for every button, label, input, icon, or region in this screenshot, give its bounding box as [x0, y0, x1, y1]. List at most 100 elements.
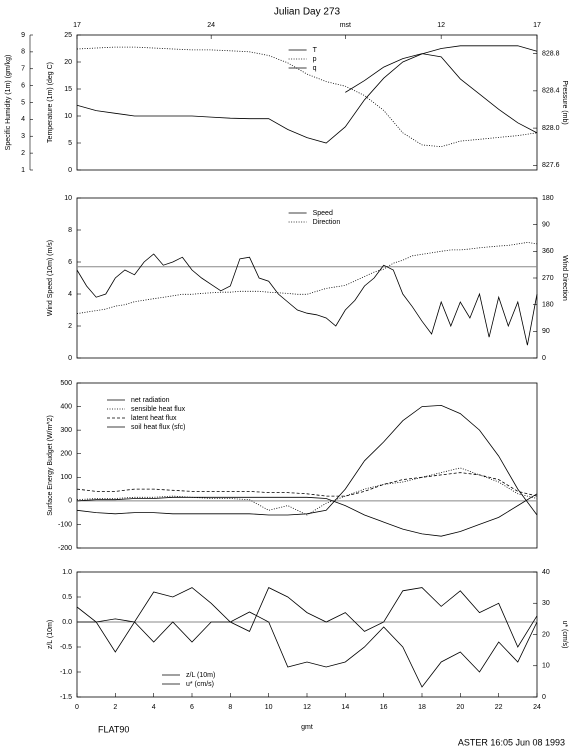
- annotation: FLAT90: [98, 724, 129, 734]
- y3-tick-label: 5: [21, 99, 25, 106]
- x-tick-label: 0: [75, 704, 79, 711]
- y3-tick-label: 3: [21, 133, 25, 140]
- y-tick-label: -1.0: [60, 669, 72, 676]
- chart-title: Julian Day 273: [274, 7, 341, 18]
- y-tick-label: 25: [64, 32, 72, 39]
- legend-label: Direction: [313, 219, 341, 226]
- legend-label: Speed: [313, 210, 333, 217]
- y2-axis-label: Wind Direction: [561, 255, 568, 301]
- y2-tick-label: 10: [542, 663, 550, 670]
- x-tick-label: 8: [228, 704, 232, 711]
- series-line: [345, 53, 538, 134]
- series-line: [77, 587, 538, 648]
- y-tick-label: 500: [60, 380, 72, 387]
- y-tick-label: 2: [68, 323, 72, 330]
- legend-label: T: [313, 47, 318, 54]
- y3-tick-label: 7: [21, 66, 25, 73]
- x2-tick-label: 17: [73, 22, 81, 29]
- y-tick-label: -200: [58, 545, 72, 552]
- y-tick-label: -1.5: [60, 694, 72, 701]
- y-tick-label: 10: [64, 113, 72, 120]
- x-tick-label: 12: [303, 704, 311, 711]
- legend-label: p: [313, 56, 317, 63]
- y2-tick-label: 828.4: [542, 88, 560, 95]
- y2-tick-label: 0: [542, 694, 546, 701]
- y-tick-label: 0: [68, 355, 72, 362]
- x-tick-label: 24: [533, 704, 541, 711]
- y-tick-label: 4: [68, 291, 72, 298]
- series-line: [76, 45, 538, 144]
- y-tick-label: 200: [60, 451, 72, 458]
- y-tick-label: 100: [60, 474, 72, 481]
- y3-tick-label: 1: [21, 167, 25, 174]
- y2-tick-label: 828.0: [542, 125, 560, 132]
- y2-tick-label: 30: [542, 600, 550, 607]
- x-tick-label: 6: [190, 704, 194, 711]
- legend-label: u* (cm/s): [186, 681, 214, 688]
- x2-tick-label: 12: [437, 22, 445, 29]
- annotation: ASTER 16:05 Jun 08 1993: [458, 737, 565, 747]
- legend-label: net radiation: [131, 397, 170, 404]
- y2-tick-label: 90: [542, 328, 550, 335]
- y-tick-label: 5: [68, 140, 72, 147]
- y-tick-label: 0: [68, 167, 72, 174]
- y-tick-label: 300: [60, 427, 72, 434]
- x-tick-label: 22: [495, 704, 503, 711]
- y2-tick-label: 40: [542, 569, 550, 576]
- y2-tick-label: 180: [542, 195, 554, 202]
- series-line: [76, 467, 538, 516]
- legend-label: z/L (10m): [186, 672, 215, 679]
- y2-tick-label: 180: [542, 302, 554, 309]
- x-tick-label: 16: [380, 704, 388, 711]
- y-tick-label: 400: [60, 403, 72, 410]
- series-line: [76, 46, 538, 148]
- y-tick-label: 0.0: [62, 619, 72, 626]
- x-axis-label: gmt: [301, 724, 313, 731]
- y-axis-label: Wind Speed (10m) (m/s): [47, 240, 54, 316]
- plot-frame: [76, 34, 538, 171]
- y2-tick-label: 20: [542, 631, 550, 638]
- x-tick-label: 4: [152, 704, 156, 711]
- x-tick-label: 14: [341, 704, 349, 711]
- y2-tick-label: 0: [542, 355, 546, 362]
- plot-frame: [76, 382, 538, 549]
- y2-tick-label: 270: [542, 275, 554, 282]
- y-axis-label: Surface Energy Budget (W/m^2): [47, 415, 54, 516]
- legend-label: soil heat flux (sfc): [131, 424, 185, 431]
- y-tick-label: -100: [58, 521, 72, 528]
- series-line: [76, 606, 538, 688]
- y2-tick-label: 360: [542, 248, 554, 255]
- y-tick-label: 8: [68, 227, 72, 234]
- y-tick-label: 0: [68, 498, 72, 505]
- x-tick-label: 10: [265, 704, 273, 711]
- y-tick-label: 15: [64, 86, 72, 93]
- y2-tick-label: 90: [542, 222, 550, 229]
- series-line: [76, 404, 538, 516]
- legend-label: latent heat flux: [131, 415, 177, 422]
- legend-label: q: [313, 65, 317, 72]
- y-tick-label: 10: [64, 195, 72, 202]
- y-tick-label: 1.0: [62, 569, 72, 576]
- y2-axis-label: Pressure (mb): [561, 80, 568, 124]
- series-line: [76, 241, 538, 314]
- x-tick-label: 20: [456, 704, 464, 711]
- y-tick-label: -0.5: [60, 644, 72, 651]
- y3-tick-label: 2: [21, 150, 25, 157]
- x-tick-label: 18: [418, 704, 426, 711]
- y-tick-label: 6: [68, 259, 72, 266]
- y-tick-label: 0.5: [62, 594, 72, 601]
- series-line: [76, 253, 538, 346]
- x2-tick-label: 24: [207, 22, 215, 29]
- y3-tick-label: 4: [21, 116, 25, 123]
- y3-tick-label: 9: [21, 32, 25, 39]
- x2-tick-label: 17: [533, 22, 541, 29]
- y-tick-label: 20: [64, 59, 72, 66]
- y3-tick-label: 6: [21, 82, 25, 89]
- y3-tick-label: 8: [21, 49, 25, 56]
- x-tick-label: 2: [113, 704, 117, 711]
- plot-frame: [76, 197, 538, 359]
- y2-tick-label: 828.8: [542, 50, 560, 57]
- x2-tick-label: mst: [340, 22, 351, 29]
